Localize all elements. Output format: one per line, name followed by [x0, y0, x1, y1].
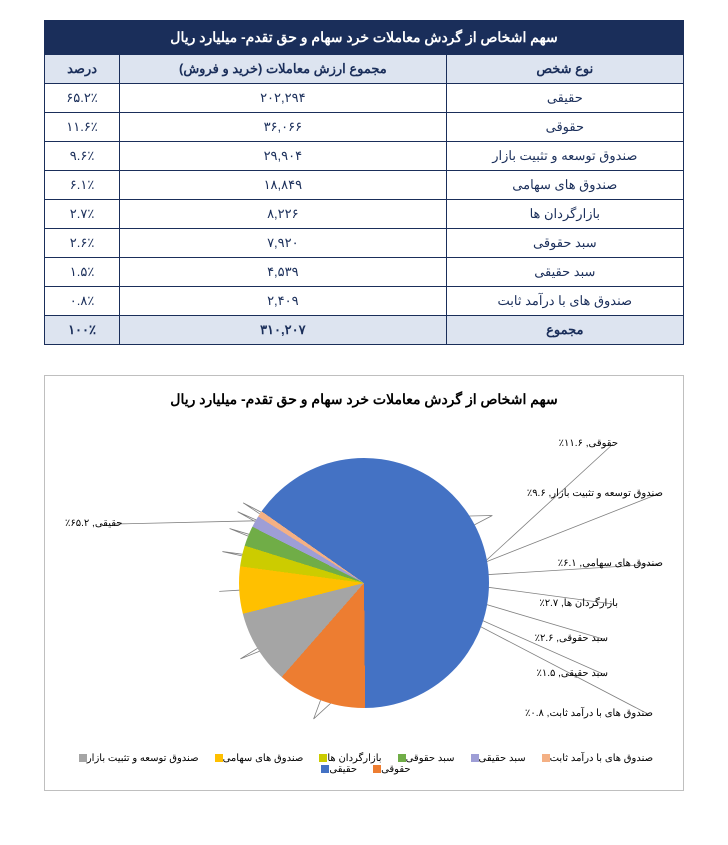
table-cell: سبد حقوقی — [446, 229, 683, 258]
table-cell: صندوق های با درآمد ثابت — [446, 287, 683, 316]
legend-swatch — [471, 754, 479, 762]
table-cell: ۶.۱٪ — [45, 171, 120, 200]
table-cell: ۱۱.۶٪ — [45, 113, 120, 142]
table-cell: حقوقی — [446, 113, 683, 142]
table-cell: ۳۱۰,۲۰۷ — [120, 316, 447, 345]
pie-slice-label: صندوق های سهامی, ۶.۱٪ — [558, 558, 663, 569]
table-cell: ۶۵.۲٪ — [45, 84, 120, 113]
table-cell: ۰.۸٪ — [45, 287, 120, 316]
table-title: سهم اشخاص از گردش معاملات خرد سهام و حق … — [45, 21, 684, 55]
table-cell: ۱۰۰٪ — [45, 316, 120, 345]
pie-slice-label: سبد حقیقی, ۱.۵٪ — [536, 668, 608, 679]
table-row: صندوق توسعه و تثبیت بازار۲۹,۹۰۴۹.۶٪ — [45, 142, 684, 171]
legend-swatch — [373, 765, 381, 773]
chart-title: سهم اشخاص از گردش معاملات خرد سهام و حق … — [60, 391, 668, 408]
table-cell: صندوق های سهامی — [446, 171, 683, 200]
pie-slice-label: حقوقی, ۱۱.۶٪ — [559, 438, 618, 449]
legend-label: بازارگردان ها — [327, 753, 381, 764]
table-row: صندوق های سهامی۱۸,۸۴۹۶.۱٪ — [45, 171, 684, 200]
pie-slice-label: حقیقی, ۶۵.۲٪ — [65, 518, 123, 529]
table-row: سبد حقیقی۴,۵۳۹۱.۵٪ — [45, 258, 684, 287]
table-cell: مجموع — [446, 316, 683, 345]
legend-label: حقوقی — [381, 764, 411, 775]
table-cell: حقیقی — [446, 84, 683, 113]
pie-wrapper: حقیقی, ۶۵.۲٪ حقوقی, ۱۱.۶٪ صندوق توسعه و تث… — [60, 423, 668, 743]
pie-chart-container: سهم اشخاص از گردش معاملات خرد سهام و حق … — [44, 375, 684, 791]
legend-item: صندوق توسعه و تثبیت بازار — [75, 753, 199, 764]
table-cell: ۲۰۲,۲۹۴ — [120, 84, 447, 113]
table-cell: ۲,۴۰۹ — [120, 287, 447, 316]
legend-item: حقیقی — [317, 764, 357, 775]
pie-slice-label: صندوق توسعه و تثبیت بازار, ۹.۶٪ — [527, 488, 663, 499]
legend-swatch — [215, 754, 223, 762]
table-cell: سبد حقیقی — [446, 258, 683, 287]
legend-item: حقوقی — [369, 764, 411, 775]
table-row: حقوقی۳۶,۰۶۶۱۱.۶٪ — [45, 113, 684, 142]
pie-slice-label: سبد حقوقی, ۲.۶٪ — [535, 633, 608, 644]
legend-label: صندوق های با درآمد ثابت — [550, 753, 654, 764]
table-cell: ۷,۹۲۰ — [120, 229, 447, 258]
table-cell: صندوق توسعه و تثبیت بازار — [446, 142, 683, 171]
legend-item: سبد حقیقی — [467, 753, 526, 764]
legend-item: بازارگردان ها — [315, 753, 381, 764]
pie-slice-label: صندوق های با درآمد ثابت, ۰.۸٪ — [525, 708, 653, 719]
table-cell: ۲.۷٪ — [45, 200, 120, 229]
legend-label: حقیقی — [329, 764, 357, 775]
table-cell: ۱.۵٪ — [45, 258, 120, 287]
legend-label: صندوق توسعه و تثبیت بازار — [87, 753, 199, 764]
table-cell: بازارگردان ها — [446, 200, 683, 229]
legend-label: سبد حقوقی — [406, 753, 455, 764]
table-cell: ۴,۵۳۹ — [120, 258, 447, 287]
legend-item: سبد حقوقی — [394, 753, 455, 764]
col-header-value: مجموع ارزش معاملات (خرید و فروش) — [120, 55, 447, 84]
table-row: صندوق های با درآمد ثابت۲,۴۰۹۰.۸٪ — [45, 287, 684, 316]
pie-chart — [239, 458, 489, 708]
legend-swatch — [542, 754, 550, 762]
table-cell: ۲.۶٪ — [45, 229, 120, 258]
legend-item: صندوق های با درآمد ثابت — [538, 753, 654, 764]
table-cell: ۲۹,۹۰۴ — [120, 142, 447, 171]
table-cell: ۹.۶٪ — [45, 142, 120, 171]
col-header-type: نوع شخص — [446, 55, 683, 84]
table-cell: ۸,۲۲۶ — [120, 200, 447, 229]
table-cell: ۳۶,۰۶۶ — [120, 113, 447, 142]
data-table-container: سهم اشخاص از گردش معاملات خرد سهام و حق … — [44, 20, 684, 345]
table-total-row: مجموع۳۱۰,۲۰۷۱۰۰٪ — [45, 316, 684, 345]
chart-legend: صندوق های با درآمد ثابت سبد حقیقی سبد حقوق… — [60, 753, 668, 775]
table-cell: ۱۸,۸۴۹ — [120, 171, 447, 200]
table-row: بازارگردان ها۸,۲۲۶۲.۷٪ — [45, 200, 684, 229]
legend-item: صندوق های سهامی — [211, 753, 304, 764]
legend-label: صندوق های سهامی — [223, 753, 304, 764]
pie-slice-label: بازارگردان ها, ۲.۷٪ — [539, 598, 618, 609]
table-row: سبد حقوقی۷,۹۲۰۲.۶٪ — [45, 229, 684, 258]
legend-swatch — [398, 754, 406, 762]
table-row: حقیقی۲۰۲,۲۹۴۶۵.۲٪ — [45, 84, 684, 113]
legend-swatch — [79, 754, 87, 762]
legend-label: سبد حقیقی — [479, 753, 526, 764]
col-header-percent: درصد — [45, 55, 120, 84]
data-table: سهم اشخاص از گردش معاملات خرد سهام و حق … — [44, 20, 684, 345]
